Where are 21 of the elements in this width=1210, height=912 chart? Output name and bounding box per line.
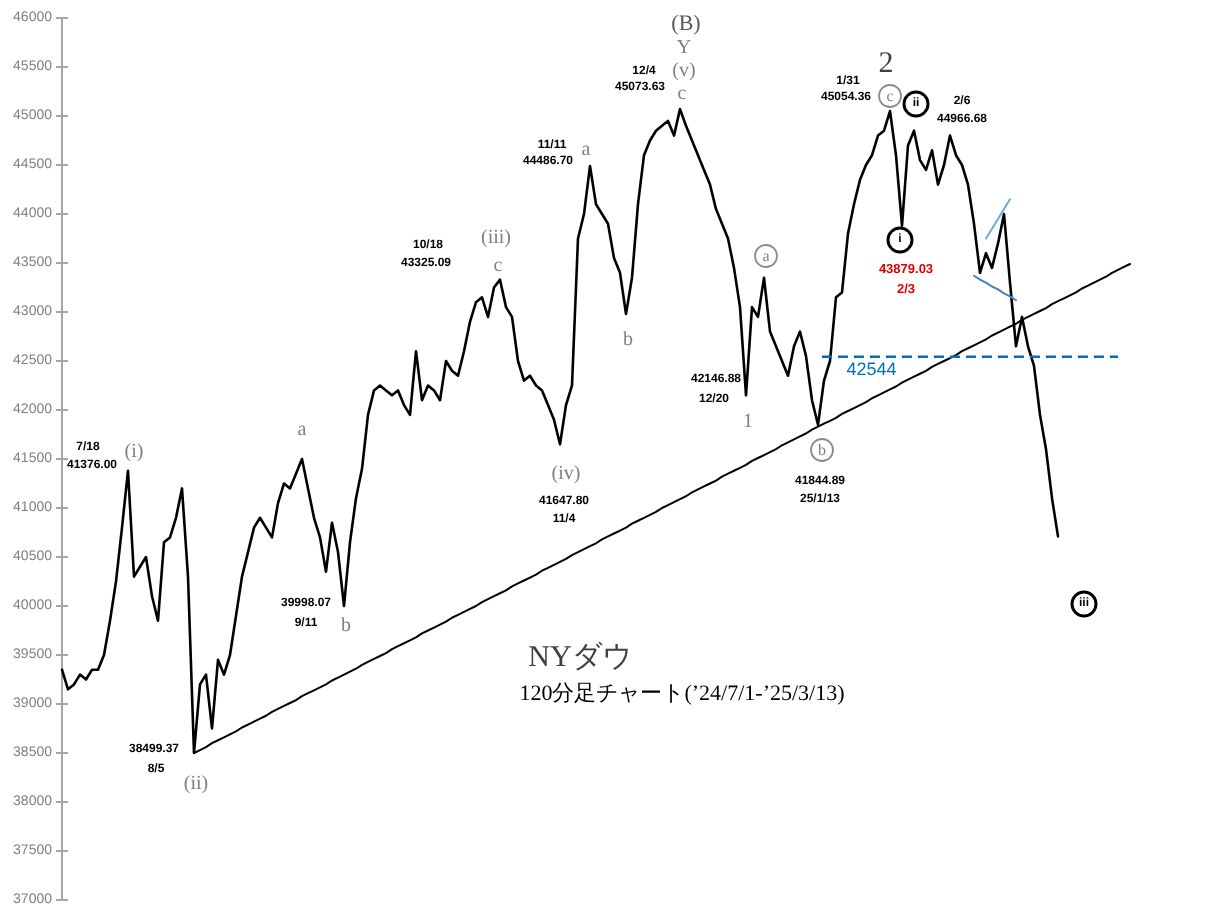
annotation: b (623, 329, 633, 351)
annotation: b (341, 615, 351, 637)
annotation: c (677, 83, 688, 105)
annotation: c (493, 255, 504, 277)
annotation: (v) (672, 60, 696, 82)
annotation: (iii) (481, 227, 511, 249)
annotation: a (297, 419, 308, 441)
annotation: b (818, 441, 826, 459)
annotation: 2 (878, 48, 894, 80)
annotation: 1 (743, 411, 753, 433)
annotation: (i) (124, 441, 144, 463)
annotation: (B) (671, 12, 702, 36)
annotation: a (762, 247, 771, 265)
text: NYダウ (528, 640, 632, 674)
annotation: (iv) (551, 463, 581, 485)
text: 120分足チャート(’24/7/1-’25/3/13) (519, 682, 846, 706)
ref-line-label: 42544 (846, 358, 897, 379)
annotation: Y (676, 37, 692, 59)
annotation: c (886, 87, 895, 105)
annotation: (ii) (183, 773, 209, 795)
annotation: a (581, 139, 592, 161)
